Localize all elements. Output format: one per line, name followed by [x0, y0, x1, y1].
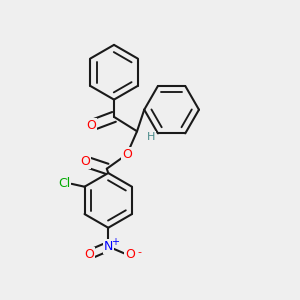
- Text: O: O: [122, 148, 132, 161]
- Text: O: O: [80, 155, 90, 168]
- Text: -: -: [137, 247, 141, 257]
- Text: Cl: Cl: [58, 177, 70, 190]
- Text: O: O: [125, 248, 135, 261]
- Text: O: O: [85, 248, 94, 261]
- Text: O: O: [86, 119, 96, 132]
- Text: +: +: [111, 237, 119, 247]
- Text: N: N: [103, 240, 113, 253]
- Text: H: H: [147, 132, 156, 142]
